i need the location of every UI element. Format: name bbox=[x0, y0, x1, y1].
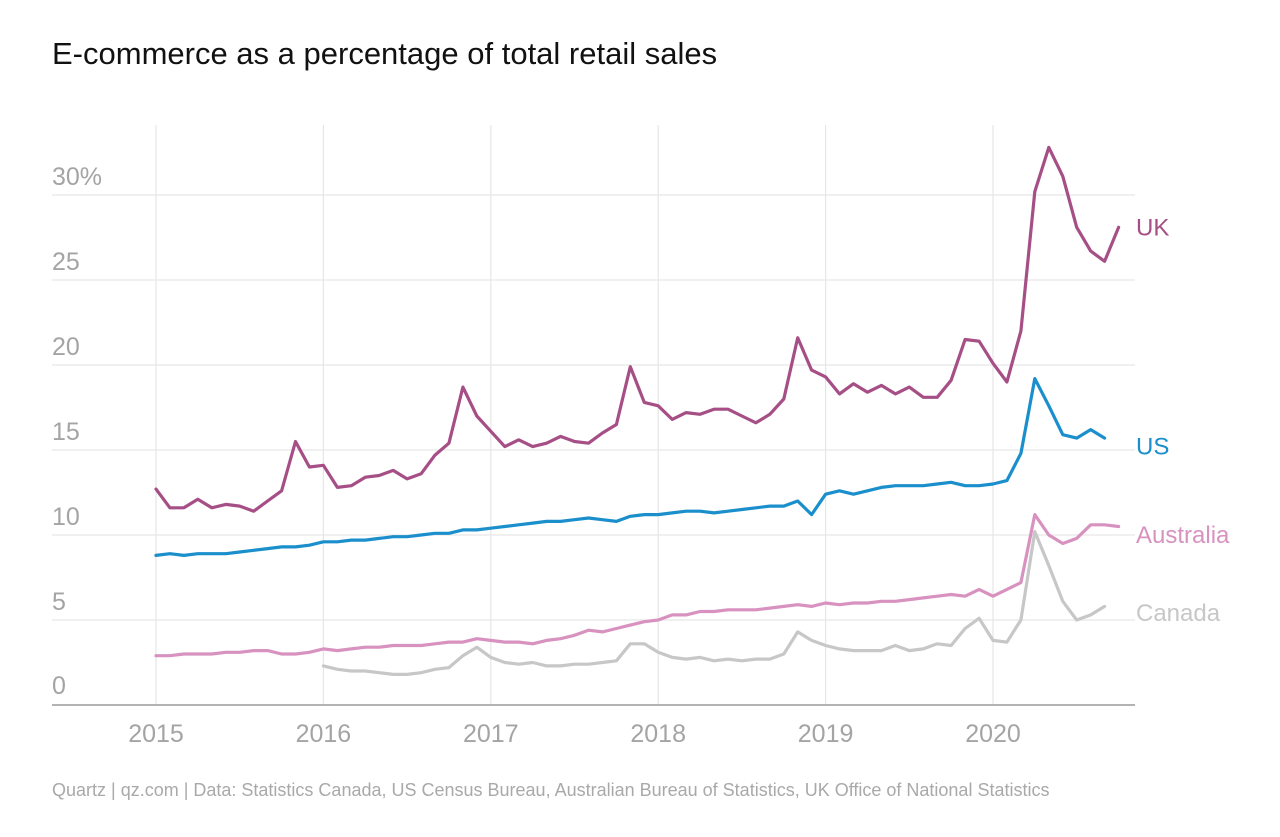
source-note: Quartz | qz.com | Data: Statistics Canad… bbox=[52, 780, 1050, 800]
y-tick-label: 20 bbox=[52, 333, 80, 361]
y-tick-label: 25 bbox=[52, 248, 80, 276]
chart-title: E-commerce as a percentage of total reta… bbox=[52, 36, 718, 71]
y-tick-label: 15 bbox=[52, 418, 80, 446]
series-label-canada: Canada bbox=[1136, 600, 1221, 627]
series-lines bbox=[154, 145, 1121, 677]
series-label-us: US bbox=[1136, 434, 1169, 461]
series-line-us bbox=[154, 377, 1107, 558]
y-tick-label: 0 bbox=[52, 672, 66, 700]
x-tick-label: 2018 bbox=[630, 720, 686, 748]
y-axis-ticks: 0 5 10 15 20 25 30% bbox=[52, 163, 102, 700]
series-labels: UK US Australia Canada bbox=[1136, 214, 1230, 627]
series-label-australia: Australia bbox=[1136, 522, 1230, 549]
x-tick-label: 2019 bbox=[798, 720, 854, 748]
series-label-uk: UK bbox=[1136, 214, 1169, 241]
y-tick-label: 5 bbox=[52, 588, 66, 616]
series-line-uk bbox=[154, 145, 1121, 513]
series-line-australia bbox=[154, 512, 1121, 658]
x-tick-label: 2017 bbox=[463, 720, 519, 748]
y-tick-label: 30% bbox=[52, 163, 102, 191]
x-tick-label: 2020 bbox=[965, 720, 1021, 748]
gridlines bbox=[52, 125, 1135, 705]
y-tick-label: 10 bbox=[52, 503, 80, 531]
x-tick-label: 2015 bbox=[128, 720, 184, 748]
x-axis-ticks: 2015 2016 2017 2018 2019 2020 bbox=[128, 720, 1021, 748]
series-line-canada bbox=[321, 529, 1107, 677]
x-tick-label: 2016 bbox=[296, 720, 352, 748]
